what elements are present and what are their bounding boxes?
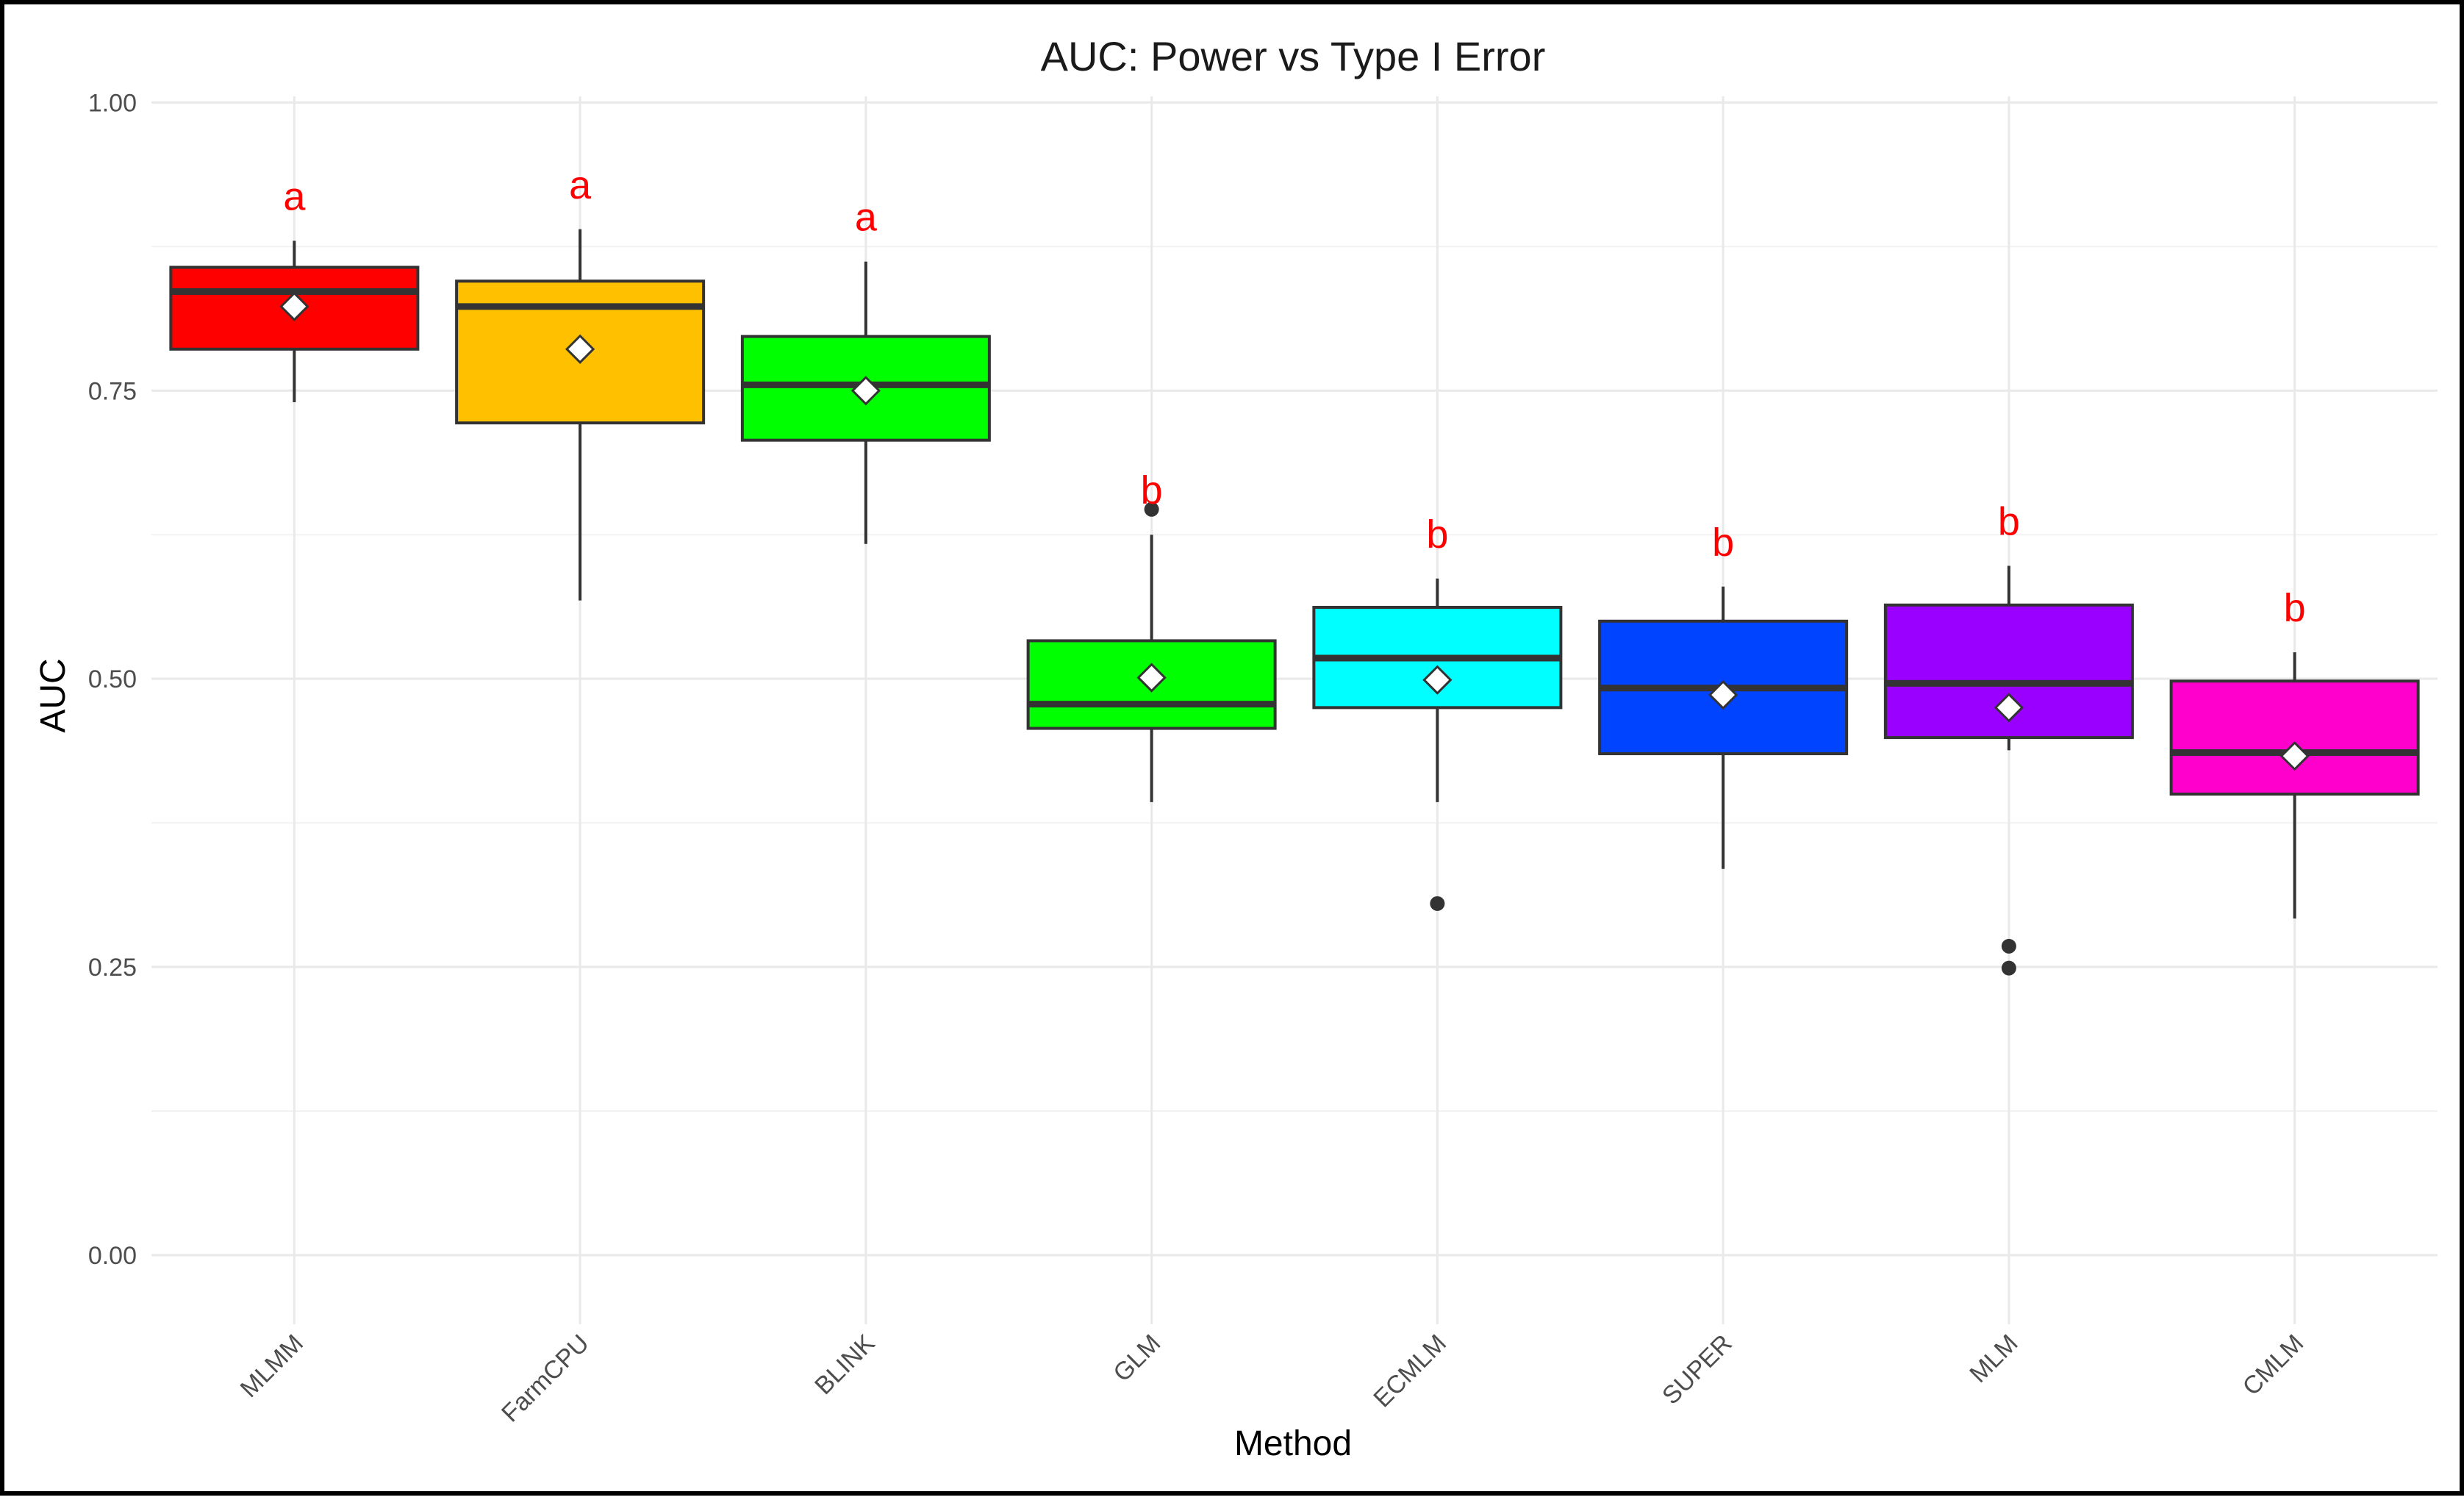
mean-marker [565,334,595,364]
significance-letter: a [569,163,592,207]
outlier-point [1144,501,1159,517]
x-tick-label: SUPER [1657,1329,1738,1410]
box-group-mlmm: a [169,174,420,402]
significance-letter: b [1426,512,1448,557]
x-tick-label: MLMM [235,1329,309,1403]
box-layer: a a a b b b b b [169,163,2420,976]
significance-letter: b [1712,521,1734,565]
x-tick-label: MLM [1964,1329,2023,1388]
box-group-super: b [1598,521,1849,869]
significance-letter: a [283,174,306,218]
y-tick-label: 1.00 [88,89,137,117]
mean-marker [1136,662,1167,693]
box-group-farmcpu: a [455,163,706,601]
y-tick-label: 0.75 [88,377,137,405]
significance-letter: b [2284,586,2306,630]
y-tick-label: 0.25 [88,954,137,982]
mean-marker [1708,679,1738,710]
box-group-glm: b [1026,468,1277,802]
y-axis-title: AUC [34,658,73,732]
significance-letter: b [1998,500,2020,544]
mean-marker [1994,693,2024,723]
x-tick-label: GLM [1108,1329,1166,1388]
x-axis-title: Method [1234,1424,1352,1463]
box-group-blink: a [740,196,991,544]
outlier-point [2001,938,2016,954]
chart-svg: a a a b b b b b 0.00 0.25 0.50 0.75 1.00 MLMM FarmCPU… [34,33,2438,1463]
outlier-point [2001,960,2016,976]
mean-marker [1422,665,1453,695]
box-group-mlm: b [1883,500,2134,976]
box-body [2169,679,2420,796]
box-group-cmlm: b [2169,586,2420,919]
axis-layer: 0.00 0.25 0.50 0.75 1.00 MLMM FarmCPU BLINK GLM E… [88,89,2309,1427]
x-tick-label: ECMLM [1368,1329,1452,1413]
mean-marker [2279,741,2310,771]
y-tick-label: 0.00 [88,1242,137,1270]
mean-marker [279,291,309,321]
x-tick-label: BLINK [809,1329,881,1401]
outlier-point [1430,896,1445,911]
mean-marker [850,376,881,406]
significance-letter: b [1141,468,1163,512]
chart-title: AUC: Power vs Type I Error [1041,33,1546,79]
y-tick-label: 0.50 [88,665,137,693]
box-group-ecmlm: b [1312,512,1563,911]
x-tick-label: FarmCPU [496,1329,595,1428]
significance-letter: a [855,196,878,240]
x-tick-label: CMLM [2238,1329,2310,1401]
